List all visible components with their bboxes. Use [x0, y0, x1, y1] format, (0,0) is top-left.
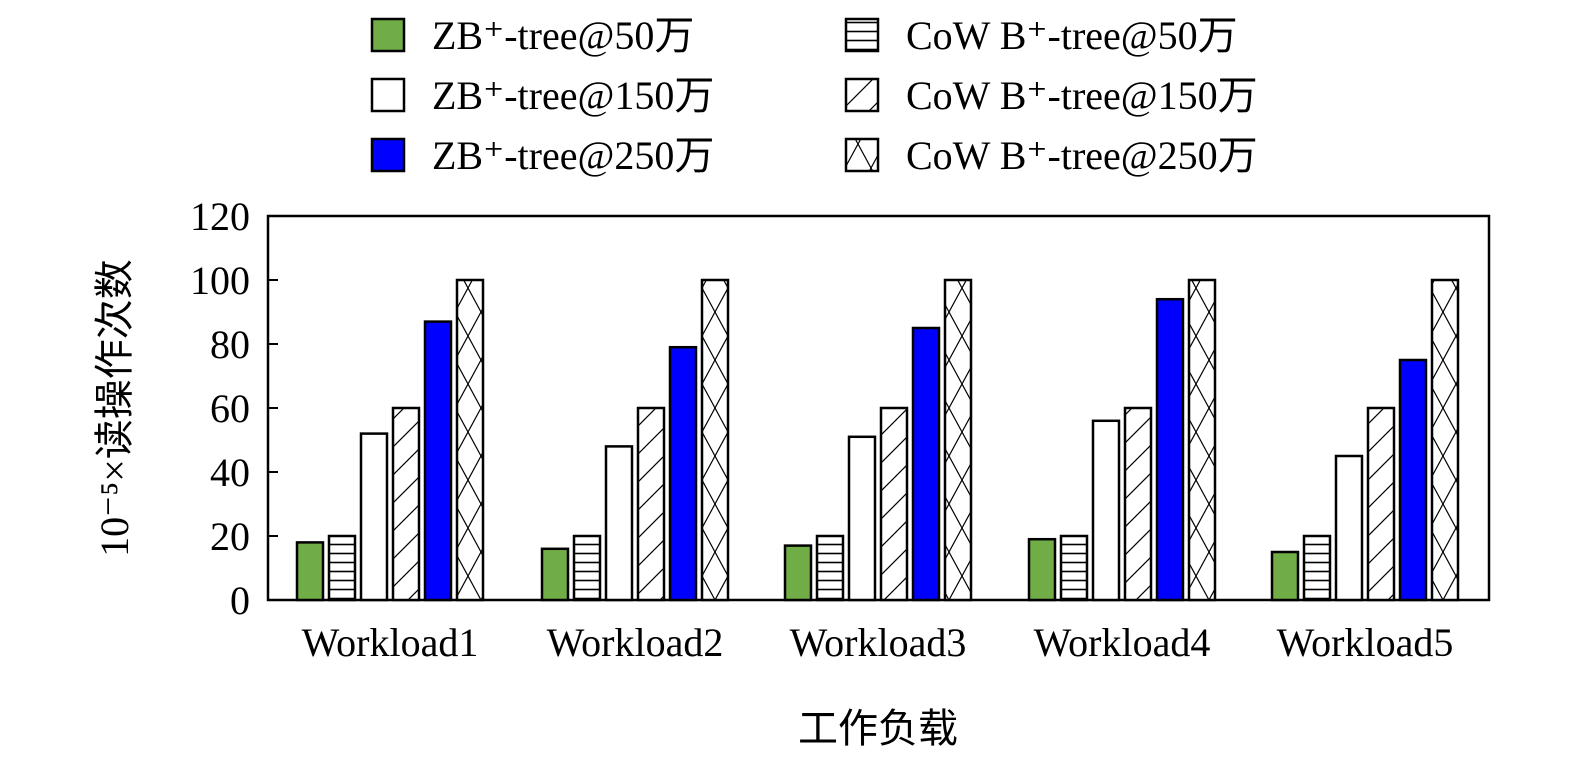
bar — [1027, 537, 1057, 602]
bar — [1334, 454, 1364, 602]
x-axis-label: 工作负载 — [798, 706, 958, 751]
bar — [572, 534, 602, 602]
bar — [668, 345, 698, 602]
bar — [391, 406, 421, 602]
bar — [1270, 550, 1300, 602]
bar — [636, 406, 666, 602]
bar — [700, 278, 730, 602]
y-tick-label: 60 — [210, 386, 250, 431]
bar — [604, 445, 634, 602]
bar — [943, 278, 973, 602]
x-tick-label: Workload4 — [1034, 620, 1211, 665]
legend-swatch — [370, 17, 406, 53]
legend-swatch — [844, 137, 880, 173]
bar — [455, 278, 485, 602]
legend-swatch — [370, 137, 406, 173]
x-tick-label: Workload1 — [302, 620, 479, 665]
bar — [1398, 358, 1428, 602]
bar — [1059, 534, 1089, 602]
y-axis-label: 10⁻⁵×读操作次数 — [92, 259, 137, 557]
bar — [1302, 534, 1332, 602]
bar — [1123, 406, 1153, 602]
x-tick-label: Workload3 — [790, 620, 967, 665]
bar — [1187, 278, 1217, 602]
legend-swatch — [844, 17, 880, 53]
bar — [359, 432, 389, 602]
bar — [295, 541, 325, 602]
bar — [1430, 278, 1460, 602]
x-axis: Workload1 Workload2 Workload3 Workload4 Work… — [302, 620, 1454, 665]
y-tick-label: 120 — [190, 194, 250, 239]
legend-label: ZB⁺-tree@50万 — [432, 13, 694, 58]
legend-swatch — [370, 77, 406, 113]
bar — [1091, 419, 1121, 602]
y-tick-label: 40 — [210, 450, 250, 495]
x-tick-label: Workload5 — [1277, 620, 1454, 665]
bar — [815, 534, 845, 602]
y-tick-label: 80 — [210, 322, 250, 367]
bar — [879, 406, 909, 602]
plot-area — [266, 214, 1491, 602]
bar — [1155, 297, 1185, 602]
legend-label: CoW B⁺-tree@50万 — [906, 13, 1238, 58]
legend: ZB⁺-tree@50万 CoW B⁺-tree@50万 ZB⁺-tree@150万… — [370, 13, 1258, 178]
legend-label: CoW B⁺-tree@250万 — [906, 133, 1258, 178]
legend-label: ZB⁺-tree@150万 — [432, 73, 714, 118]
bar — [1366, 406, 1396, 602]
y-tick-label: 0 — [230, 578, 250, 623]
y-tick-label: 20 — [210, 514, 250, 559]
bar — [540, 547, 570, 602]
legend-label: CoW B⁺-tree@150万 — [906, 73, 1258, 118]
bar — [327, 534, 357, 602]
bar — [911, 326, 941, 602]
legend-label: ZB⁺-tree@250万 — [432, 133, 714, 178]
x-tick-label: Workload2 — [547, 620, 724, 665]
y-axis: 0 20 40 60 80 100 120 — [190, 194, 278, 623]
y-tick-label: 100 — [190, 258, 250, 303]
bar — [423, 320, 453, 602]
bar — [783, 544, 813, 602]
legend-swatch — [844, 77, 880, 113]
bar — [847, 435, 877, 602]
